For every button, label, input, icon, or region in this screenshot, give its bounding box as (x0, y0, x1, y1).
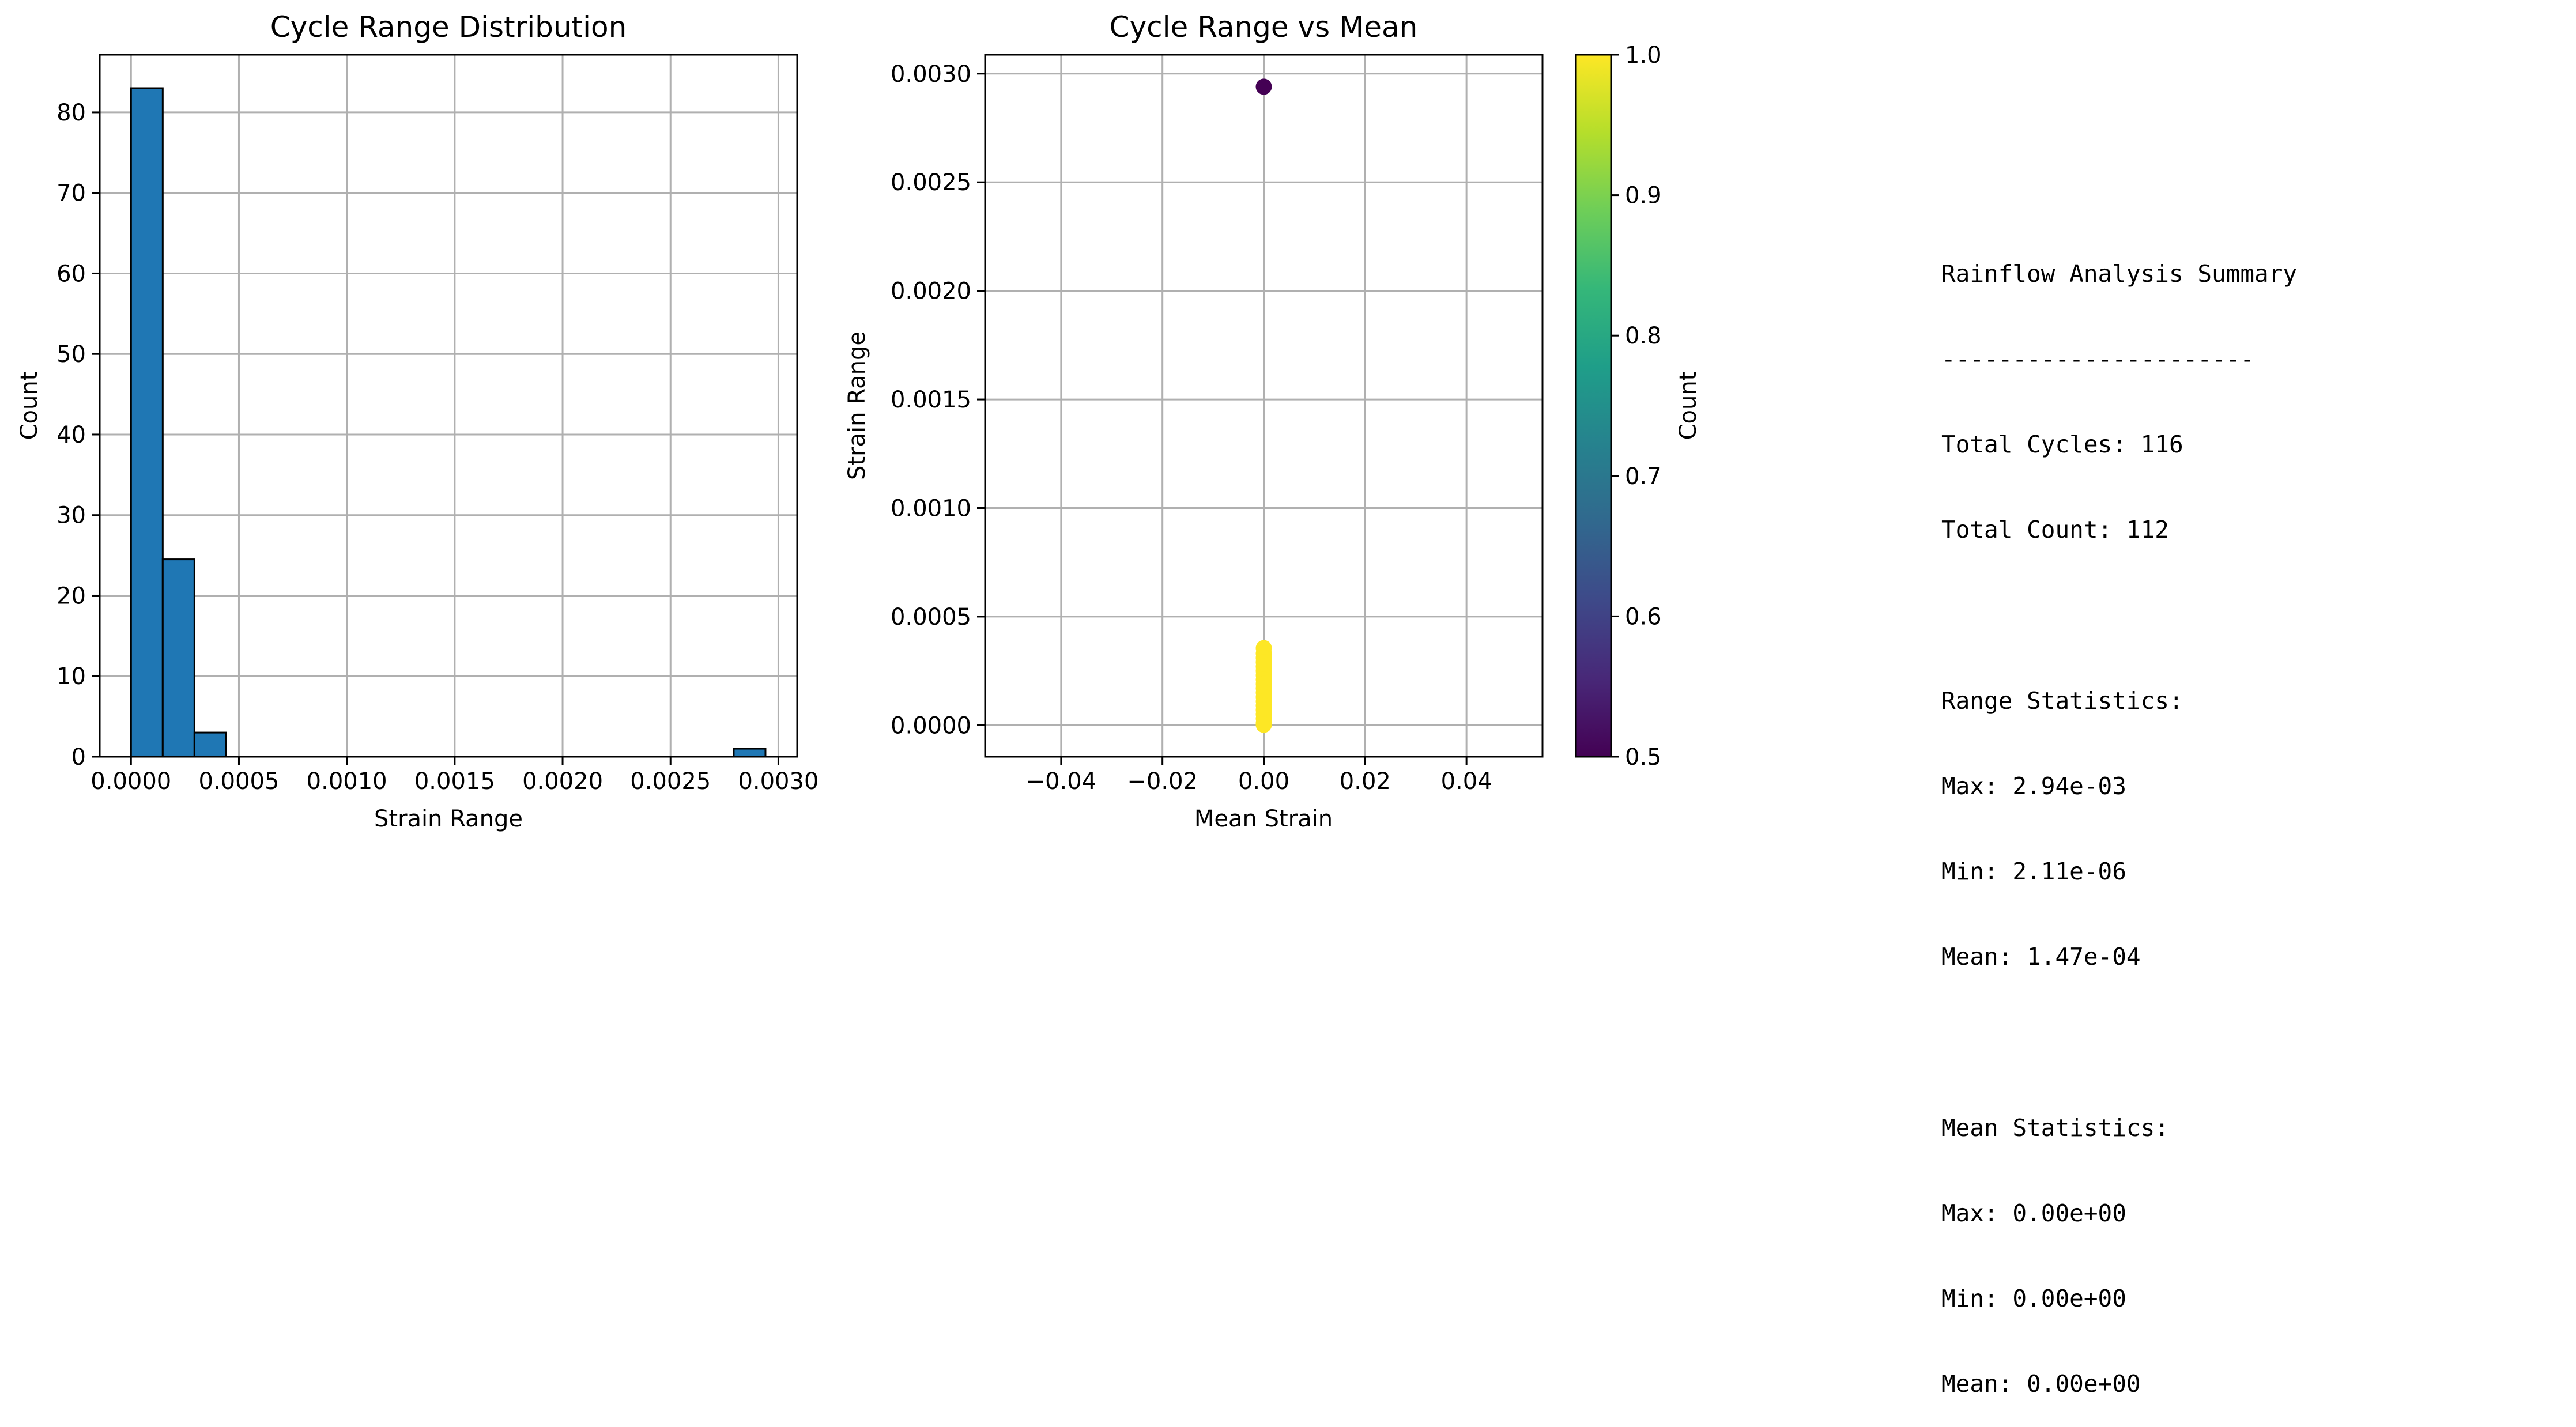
colorbar-tick-label: 0.8 (1625, 323, 1662, 349)
colorbar-gradient (1576, 55, 1611, 757)
scatter-xtick-label: −0.04 (1026, 768, 1097, 795)
hist-bar (193, 731, 227, 757)
hist-axes-frame (99, 54, 798, 758)
scatter-xlabel: Mean Strain (1194, 806, 1333, 832)
scatter-yticks: 0.0000 0.0005 0.0010 0.0015 0.0020 0.0025 0.00… (891, 61, 985, 739)
summary-line (1941, 602, 2297, 630)
scatter-ytick-label: 0.0020 (891, 278, 971, 305)
scatter-ytick-label: 0.0000 (891, 712, 971, 739)
hist-bar (130, 87, 164, 757)
summary-line: Min: 2.11e-06 (1941, 858, 2126, 886)
colorbar-tick-label: 0.7 (1625, 463, 1662, 490)
hist-title: Cycle Range Distribution (270, 10, 627, 44)
summary-line: Rainflow Analysis Summary (1941, 259, 2298, 288)
hist-ytick-label: 40 (56, 422, 86, 448)
hist-xtick-label: 0.0020 (522, 768, 603, 795)
colorbar-frame (1575, 54, 1612, 758)
scatter-grid (985, 55, 1542, 757)
summary-line: Range Statistics: (1941, 686, 2183, 715)
colorbar-tick-label: 0.5 (1625, 744, 1662, 771)
summary-line (1941, 1029, 2297, 1057)
hist-bar (733, 748, 767, 757)
histogram-panel: 0.0000 0.0005 0.0010 0.0015 0.0020 0.0025 0.00… (16, 10, 819, 832)
summary-line: ---------------------- (1941, 345, 2255, 373)
scatter-xtick-label: −0.02 (1127, 768, 1198, 795)
hist-ytick-label: 20 (56, 583, 86, 609)
scatter-xtick-label: 0.04 (1441, 768, 1492, 795)
scatter-points (1255, 78, 1272, 733)
summary-line: Max: 0.00e+00 (1941, 1199, 2126, 1228)
hist-ytick-label: 10 (56, 663, 86, 690)
summary-line: Total Count: 112 (1941, 516, 2169, 544)
summary-line: Min: 0.00e+00 (1941, 1285, 2126, 1313)
hist-xticks: 0.0000 0.0005 0.0010 0.0015 0.0020 0.0025 0.00… (90, 757, 819, 795)
hist-ytick-label: 0 (71, 744, 86, 771)
hist-xtick-label: 0.0025 (630, 768, 711, 795)
scatter-point (1255, 78, 1272, 95)
summary-line: Mean: 1.47e-04 (1941, 943, 2141, 971)
colorbar-tick-label: 0.6 (1625, 603, 1662, 630)
colorbar-label: Count (1675, 372, 1702, 440)
scatter-ytick-label: 0.0010 (891, 495, 971, 522)
scatter-ylabel: Strain Range (844, 331, 870, 480)
hist-ytick-label: 70 (56, 180, 86, 207)
scatter-title: Cycle Range vs Mean (1110, 10, 1418, 44)
figure: 0.0000 0.0005 0.0010 0.0015 0.0020 0.0025 0.00… (16, 10, 1702, 832)
hist-yticks: 0 10 20 30 40 50 60 70 80 (56, 100, 100, 771)
summary-line: Max: 2.94e-03 (1941, 772, 2126, 801)
colorbar-tick-label: 0.9 (1625, 183, 1662, 209)
hist-bars (130, 87, 767, 757)
scatter-ytick-label: 0.0005 (891, 604, 971, 631)
hist-xlabel: Strain Range (374, 806, 523, 832)
hist-xtick-label: 0.0005 (198, 768, 279, 795)
summary-text-block: Rainflow Analysis Summary --------------… (1941, 203, 2297, 1427)
scatter-panel: −0.04 −0.02 0.00 0.02 0.04 0.0000 0.0005 0.001… (844, 10, 1544, 832)
hist-ytick-label: 30 (56, 503, 86, 529)
hist-xtick-label: 0.0015 (414, 768, 495, 795)
hist-xtick-label: 0.0000 (90, 768, 171, 795)
hist-ytick-label: 50 (56, 341, 86, 368)
colorbar-tick-label: 1.0 (1625, 42, 1662, 69)
hist-grid (100, 55, 797, 758)
hist-ylabel: Count (16, 372, 43, 440)
hist-xtick-label: 0.0030 (738, 768, 819, 795)
hist-xtick-label: 0.0010 (307, 768, 387, 795)
scatter-ytick-label: 0.0015 (891, 387, 971, 413)
scatter-xtick-label: 0.02 (1340, 768, 1391, 795)
scatter-xtick-label: 0.00 (1238, 768, 1289, 795)
scatter-ytick-label: 0.0030 (891, 61, 971, 88)
scatter-ytick-label: 0.0025 (891, 169, 971, 196)
summary-line: Mean Statistics: (1941, 1113, 2169, 1142)
hist-ytick-label: 80 (56, 100, 86, 126)
scatter-point (1255, 716, 1272, 733)
hist-bar (161, 558, 195, 757)
hist-ytick-label: 60 (56, 261, 86, 287)
summary-line: Total Cycles: 116 (1941, 431, 2183, 459)
scatter-xticks: −0.04 −0.02 0.00 0.02 0.04 (1026, 757, 1492, 795)
colorbar: 0.5 0.6 0.7 0.8 0.9 1.0 Count (1575, 42, 1702, 771)
summary-line: Mean: 0.00e+00 (1941, 1370, 2141, 1398)
colorbar-ticks: 0.5 0.6 0.7 0.8 0.9 1.0 (1611, 42, 1662, 771)
